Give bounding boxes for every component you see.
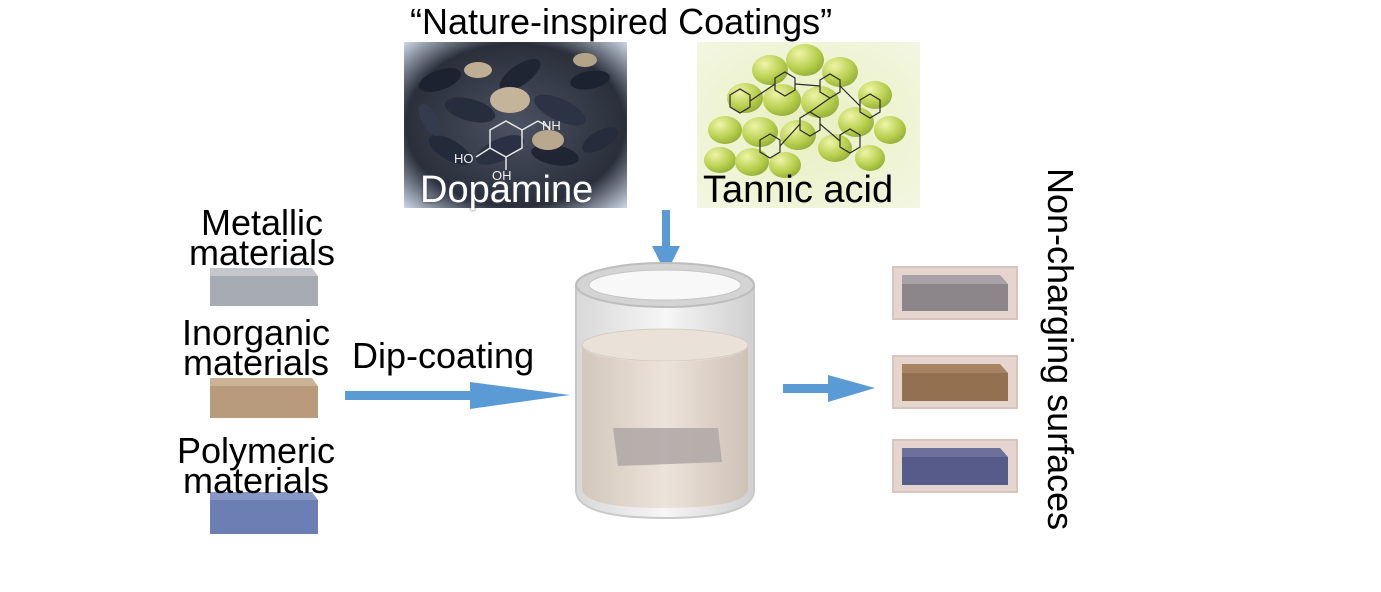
inorganic-materials-label: Inorganic materials: [181, 312, 331, 383]
tannic-acid-molecule: [729, 71, 881, 159]
oh-label: OH: [492, 168, 512, 183]
polymeric-slab: [210, 492, 318, 534]
non-charging-surfaces-label: Non-charging surfaces: [1040, 168, 1081, 531]
ho-label: HO: [454, 151, 474, 166]
inorganic-slab: [210, 378, 318, 418]
dip-coating-arrow: [345, 382, 570, 409]
coated-metallic-slab: [892, 266, 1018, 320]
coated-polymeric-slab: [892, 439, 1018, 493]
polymeric-materials-label: Polymeric materials: [176, 430, 336, 501]
dopamine-label: Dopamine: [420, 169, 594, 211]
down-arrow: [652, 210, 680, 274]
immersed-substrate: [613, 428, 722, 466]
diagram-title: “Nature-inspired Coatings”: [410, 1, 833, 42]
beaker: [575, 262, 755, 520]
tannic-acid-photo: [697, 42, 920, 208]
nh2-label: NH: [542, 118, 561, 133]
grape-cluster: [704, 44, 906, 178]
tannic-acid-label: Tannic acid: [703, 169, 894, 211]
coated-inorganic-slab: [892, 355, 1018, 409]
dip-coating-label: Dip-coating: [352, 335, 535, 376]
dopamine-molecule: [475, 120, 551, 170]
result-label-wrapper: Non-charging surfaces: [1020, 168, 1081, 588]
metallic-materials-label: Metallic materials: [188, 202, 336, 273]
mussel-shells: [418, 53, 618, 166]
dopamine-photo: [404, 42, 627, 208]
output-arrow: [783, 375, 875, 402]
metallic-slab: [210, 268, 318, 306]
